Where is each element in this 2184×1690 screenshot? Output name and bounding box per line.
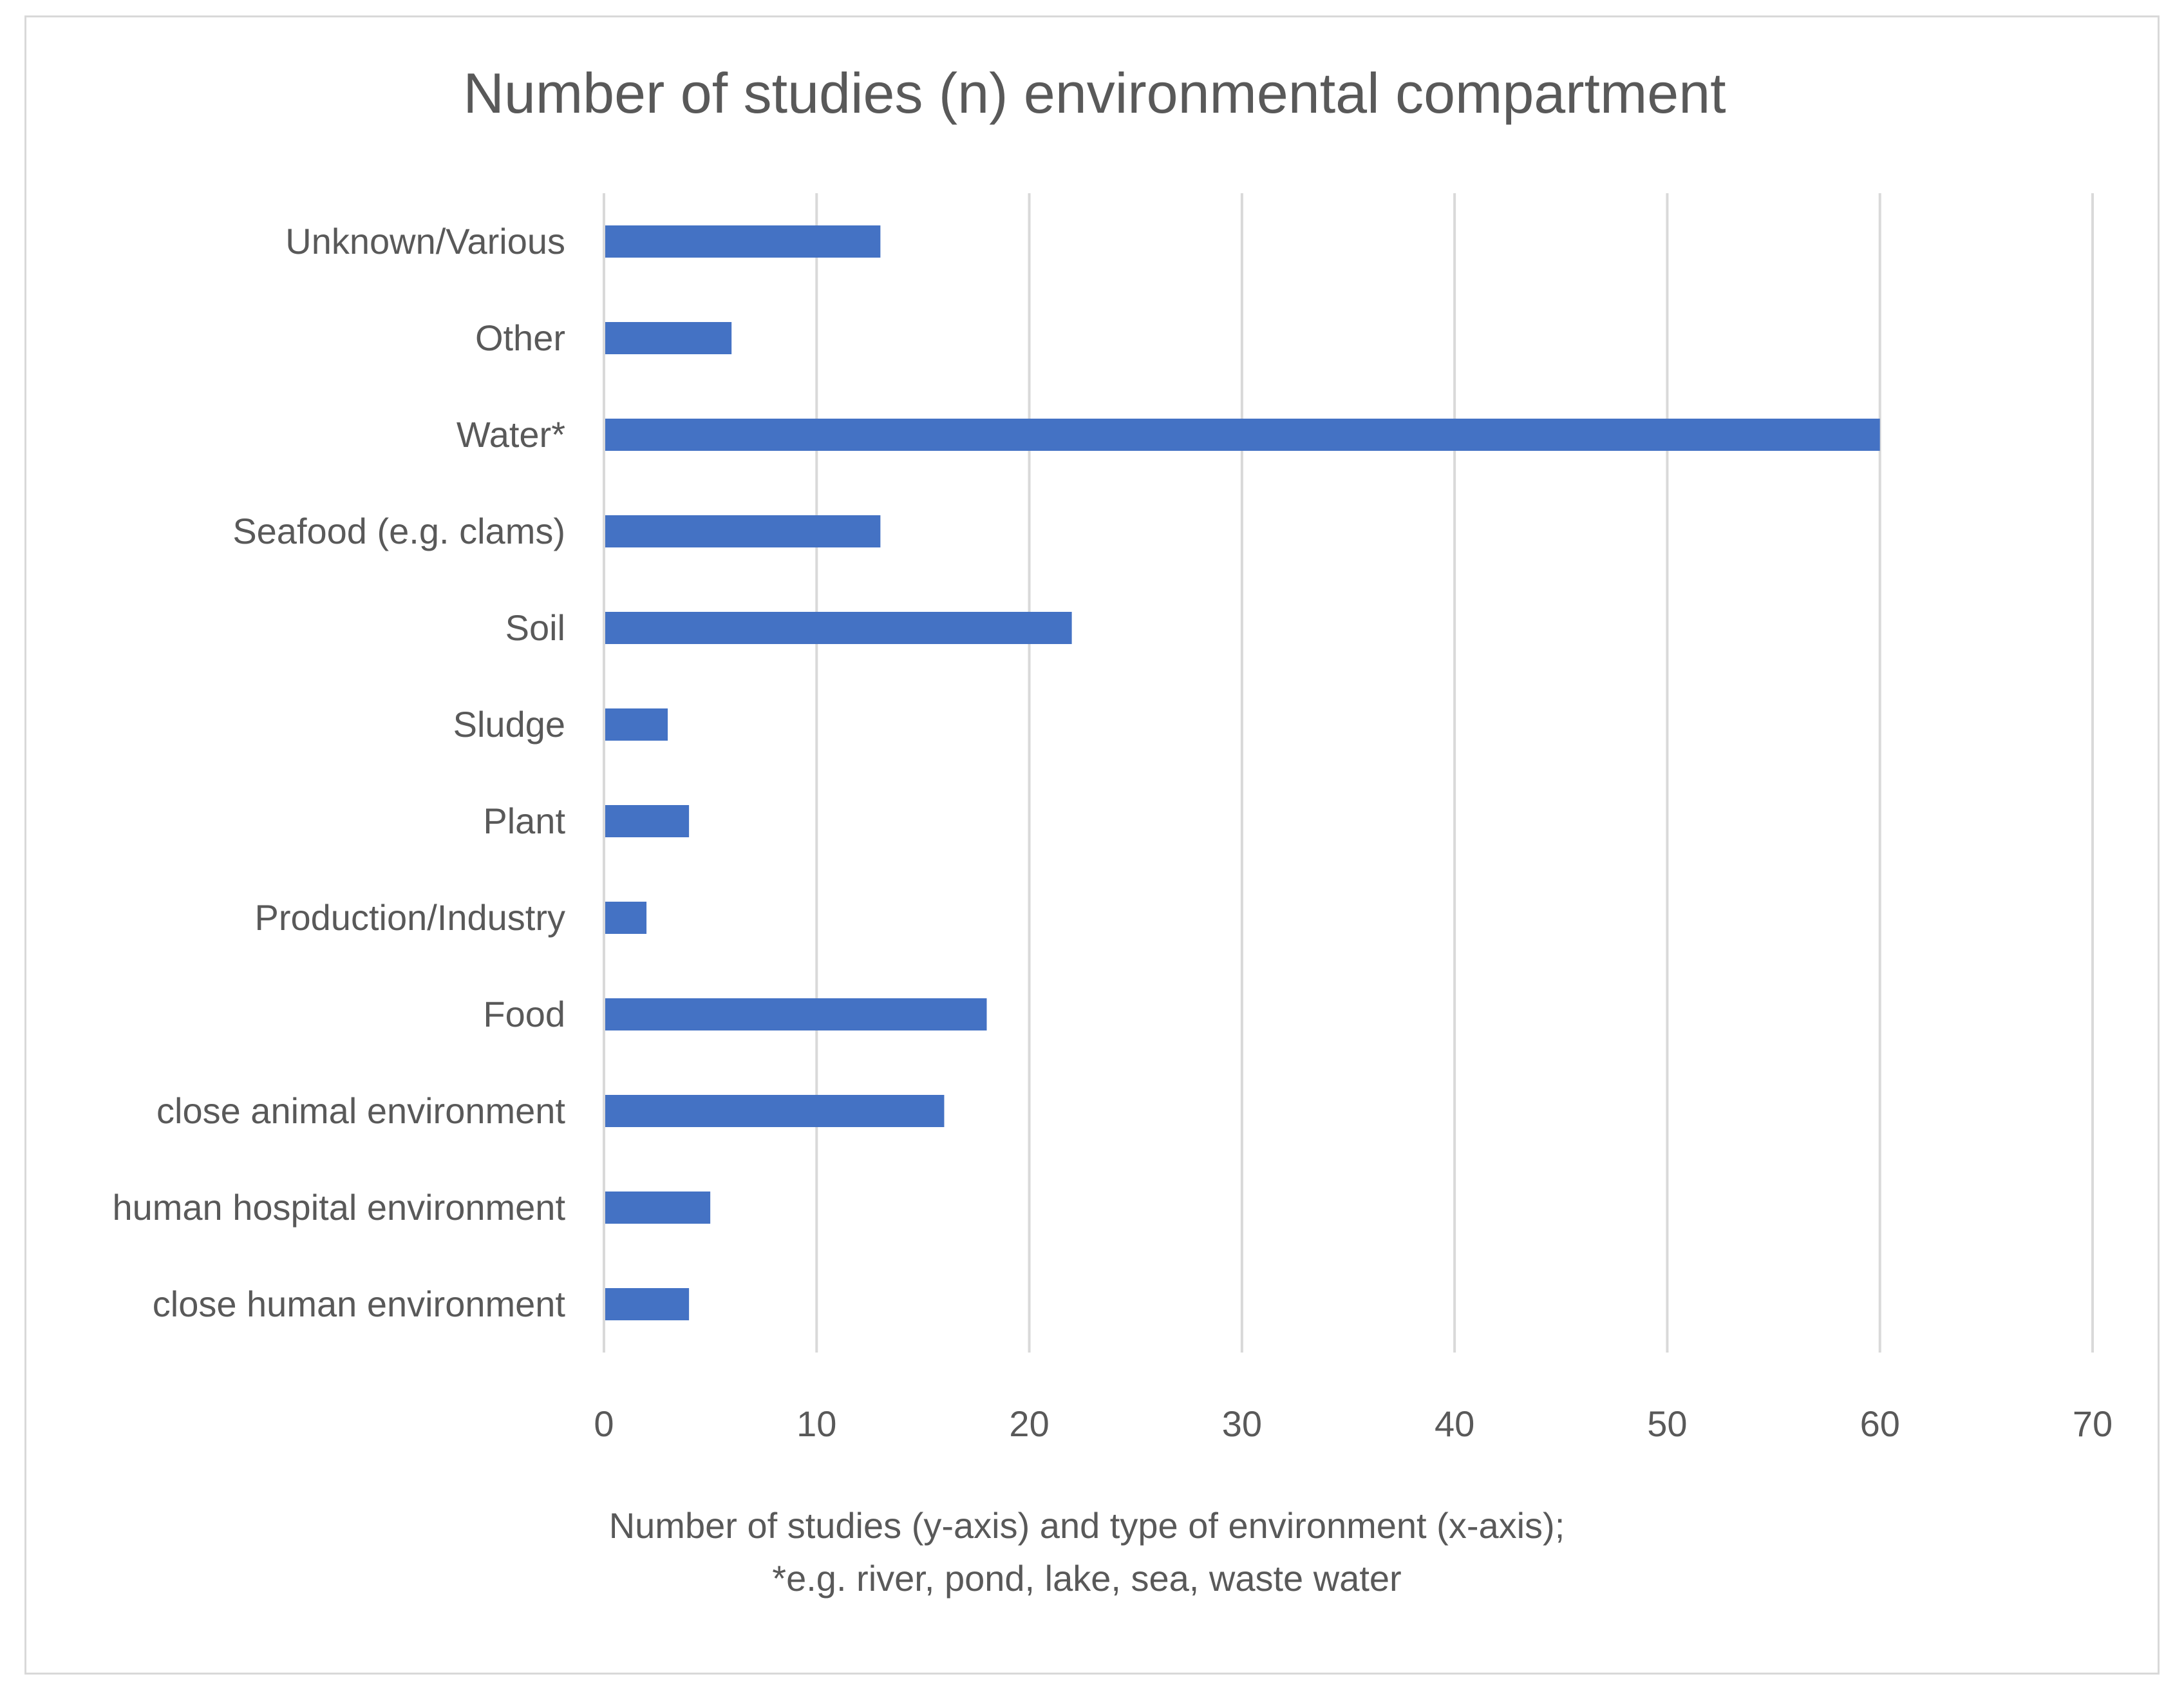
- category-label-8: Food: [483, 994, 565, 1034]
- category-label-1: Other: [475, 318, 565, 358]
- category-label-10: human hospital environment: [112, 1187, 565, 1228]
- bar-0: [605, 225, 881, 258]
- bar-5: [605, 708, 668, 741]
- x-tick-label-40: 40: [1435, 1403, 1474, 1444]
- x-tick-labels: 0 10 20 30 40 50 60 70: [594, 1403, 2113, 1444]
- category-label-0: Unknown/Various: [285, 221, 565, 261]
- category-label-7: Production/Industry: [255, 897, 565, 938]
- bar-9: [605, 1095, 945, 1127]
- category-labels: Unknown/Various Other Water* Seafood (e.g. …: [112, 221, 565, 1324]
- gridlines: [603, 193, 2094, 1353]
- x-axis-label-line-2: *e.g. river, pond, lake, sea, waste wate…: [772, 1558, 1401, 1599]
- chart-title: Number of studies (n) environmental comp…: [463, 61, 1726, 125]
- bar-7: [605, 902, 647, 934]
- bar-6: [605, 805, 690, 837]
- category-label-5: Sludge: [453, 704, 565, 745]
- x-tick-label-30: 30: [1222, 1403, 1262, 1444]
- x-tick-label-20: 20: [1009, 1403, 1049, 1444]
- x-tick-label-60: 60: [1860, 1403, 1900, 1444]
- bar-8: [605, 998, 987, 1030]
- x-tick-label-10: 10: [796, 1403, 836, 1444]
- x-tick-label-70: 70: [2073, 1403, 2113, 1444]
- bar-10: [605, 1192, 711, 1224]
- bar-3: [605, 515, 881, 547]
- bars: [605, 225, 1880, 1320]
- category-label-6: Plant: [483, 801, 565, 841]
- category-label-11: close human environment: [153, 1284, 566, 1324]
- category-label-9: close animal environment: [156, 1090, 565, 1131]
- bar-2: [605, 419, 1880, 451]
- bar-4: [605, 612, 1072, 644]
- chart-frame: [24, 15, 2160, 1675]
- x-tick-label-0: 0: [594, 1403, 614, 1444]
- x-axis-label-line-1: Number of studies (y-axis) and type of e…: [609, 1505, 1565, 1546]
- bar-1: [605, 322, 732, 354]
- category-label-4: Soil: [505, 607, 565, 648]
- category-label-2: Water*: [457, 414, 565, 455]
- x-tick-label-50: 50: [1647, 1403, 1687, 1444]
- bar-11: [605, 1288, 690, 1320]
- category-label-3: Seafood (e.g. clams): [232, 511, 565, 551]
